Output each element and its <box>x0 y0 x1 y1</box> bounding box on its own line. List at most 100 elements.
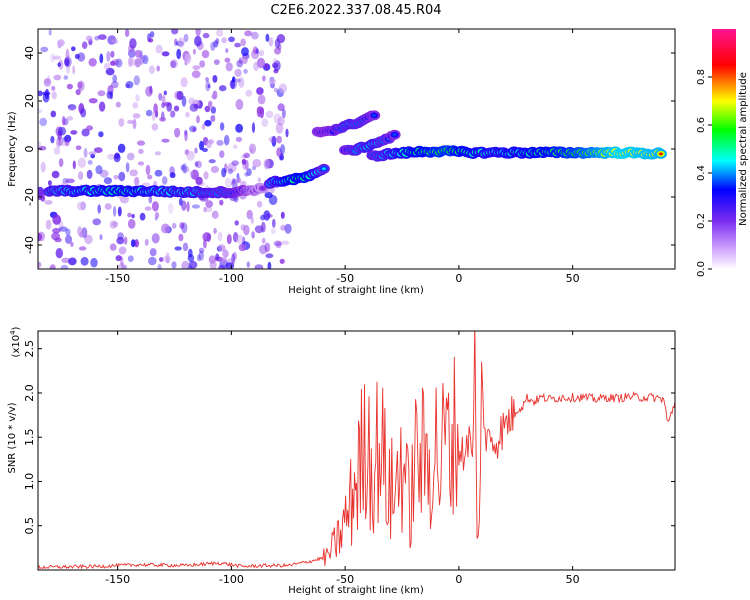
noise-blob <box>273 240 282 247</box>
noise-blob <box>182 166 190 173</box>
noise-blob <box>177 37 185 48</box>
noise-blob <box>243 68 248 74</box>
x-tick-label: -150 <box>105 573 130 586</box>
noise-blob <box>48 29 52 36</box>
noise-blob <box>75 145 82 150</box>
figure-title: C2E6.2022.337.08.45.R04 <box>270 3 441 18</box>
x-tick-label: -50 <box>336 573 354 586</box>
noise-blob <box>118 118 125 127</box>
noise-blob <box>204 105 211 113</box>
noise-blob <box>264 192 273 199</box>
noise-blob <box>154 211 160 219</box>
noise-blob <box>86 169 93 179</box>
noise-blob <box>207 100 213 108</box>
spectrogram-panel: -150 -100 -50 0 50 -40 -20 0 20 40 Height of str… <box>7 28 676 296</box>
noise-blob <box>265 253 274 259</box>
noise-blob <box>39 117 48 127</box>
noise-blob <box>180 77 188 88</box>
noise-blob <box>258 49 265 57</box>
y-tick-label: -20 <box>23 188 36 206</box>
noise-blob <box>181 95 187 107</box>
noise-blob <box>275 241 282 249</box>
colorbar-tick-label: 0.6 <box>696 117 707 133</box>
noise-blob <box>104 203 112 210</box>
colorbar-gradient <box>712 29 736 269</box>
noise-blob <box>201 123 206 130</box>
noise-blob <box>213 227 217 234</box>
noise-blob <box>263 159 270 170</box>
noise-blob <box>159 257 164 262</box>
noise-blob <box>199 60 206 68</box>
noise-blob <box>131 214 135 219</box>
noise-blob <box>264 242 271 253</box>
noise-blob <box>145 164 151 176</box>
noise-blob <box>130 239 136 248</box>
noise-blob <box>265 110 274 119</box>
noise-blob <box>158 92 163 101</box>
noise-blob <box>181 222 188 234</box>
noise-blob <box>144 206 152 211</box>
noise-blob <box>119 196 129 204</box>
noise-blob <box>221 167 227 178</box>
noise-blob <box>235 99 244 110</box>
noise-blob <box>252 46 258 54</box>
noise-blob <box>84 234 93 245</box>
noise-blob <box>68 105 77 112</box>
noise-blob <box>277 116 285 126</box>
noise-blob <box>49 264 56 269</box>
noise-blob <box>77 157 86 168</box>
noise-blob <box>75 89 81 96</box>
noise-blob <box>149 31 155 38</box>
noise-blob <box>280 211 285 219</box>
noise-blob <box>198 247 205 254</box>
noise-blob <box>273 87 278 93</box>
noise-blob <box>38 90 43 97</box>
y-tick-label: 2.0 <box>23 384 36 402</box>
noise-blob <box>117 232 124 240</box>
noise-blob <box>74 53 80 60</box>
noise-blob <box>238 77 245 88</box>
noise-blob <box>63 75 69 80</box>
noise-blob <box>99 53 104 64</box>
noise-blob <box>197 254 201 262</box>
noise-blob <box>57 62 62 67</box>
noise-blob <box>227 168 233 175</box>
noise-blob <box>148 256 157 266</box>
noise-blob <box>57 126 67 136</box>
noise-blob <box>70 241 74 247</box>
noise-blob <box>231 179 238 189</box>
noise-blob <box>198 250 204 261</box>
noise-blob <box>234 220 239 226</box>
noise-blob <box>181 200 187 211</box>
noise-blob <box>184 130 188 142</box>
noise-blob <box>98 131 104 138</box>
noise-blob <box>45 219 52 230</box>
noise-blob <box>176 48 182 60</box>
noise-blob <box>155 44 163 54</box>
noise-blob <box>51 170 60 179</box>
noise-blob <box>132 102 139 109</box>
noise-blob <box>95 165 103 175</box>
noise-blob <box>210 165 219 174</box>
spectrogram-x-ticks: -150 -100 -50 0 50 <box>105 29 580 285</box>
noise-blob <box>194 147 198 154</box>
y-tick-label: 2.5 <box>23 340 36 358</box>
ridge-2-core <box>372 114 377 117</box>
colorbar-tick-label: 0.8 <box>696 69 707 85</box>
noise-blob <box>263 210 271 221</box>
noise-blob <box>270 227 276 235</box>
colorbar-tick-label: 0.4 <box>696 165 707 181</box>
noise-blob <box>274 38 280 49</box>
noise-blob <box>222 249 229 258</box>
heatmap-marks <box>38 29 667 269</box>
noise-blob <box>64 134 72 143</box>
snr-panel: -150 -100 -50 0 50 0.5 1.0 1.5 2.0 2.5 Height of… <box>7 326 676 596</box>
noise-blob <box>115 255 123 262</box>
noise-blob <box>43 78 52 87</box>
noise-blob <box>167 202 174 214</box>
noise-blob <box>205 77 210 82</box>
noise-blob <box>187 254 195 263</box>
noise-blob <box>64 56 72 68</box>
noise-blob <box>38 145 47 151</box>
noise-blob <box>267 261 272 269</box>
